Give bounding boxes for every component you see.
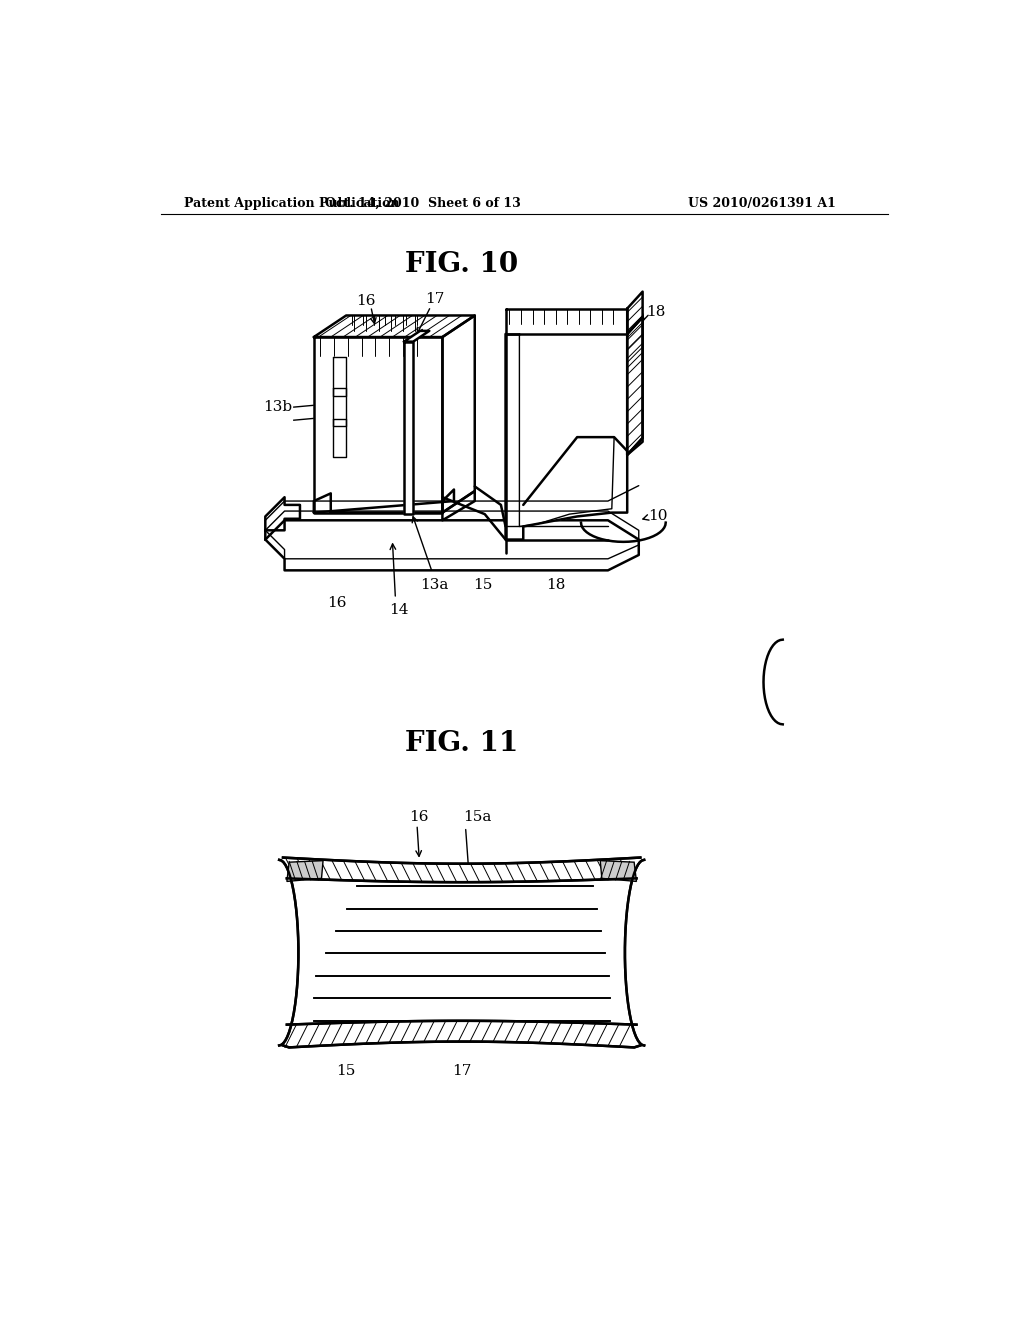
Polygon shape: [283, 1020, 640, 1048]
Polygon shape: [628, 317, 643, 455]
Polygon shape: [313, 315, 475, 337]
Polygon shape: [333, 358, 346, 396]
Text: 15: 15: [473, 578, 493, 593]
Polygon shape: [287, 861, 323, 882]
Text: Patent Application Publication: Patent Application Publication: [184, 197, 400, 210]
Text: 13b: 13b: [263, 400, 292, 414]
Text: 18: 18: [646, 305, 666, 319]
Polygon shape: [333, 418, 346, 457]
Polygon shape: [600, 861, 637, 882]
Text: FIG. 10: FIG. 10: [406, 251, 518, 279]
Text: 15a: 15a: [463, 809, 492, 824]
Polygon shape: [506, 309, 628, 334]
Text: US 2010/0261391 A1: US 2010/0261391 A1: [688, 197, 836, 210]
Polygon shape: [287, 878, 637, 1024]
Text: 14: 14: [389, 603, 409, 618]
Polygon shape: [265, 511, 639, 558]
Polygon shape: [313, 337, 442, 512]
Polygon shape: [403, 331, 429, 342]
Polygon shape: [283, 858, 640, 882]
Text: 16: 16: [410, 809, 429, 824]
Polygon shape: [628, 292, 643, 334]
Polygon shape: [333, 388, 346, 426]
Text: FIG. 11: FIG. 11: [406, 730, 518, 758]
Text: 15: 15: [337, 1064, 356, 1078]
Text: 16: 16: [328, 595, 347, 610]
Polygon shape: [442, 315, 475, 512]
Text: 17: 17: [452, 1064, 471, 1078]
Text: Oct. 14, 2010  Sheet 6 of 13: Oct. 14, 2010 Sheet 6 of 13: [326, 197, 521, 210]
Polygon shape: [265, 520, 639, 570]
Text: 16: 16: [355, 294, 375, 308]
Text: 10: 10: [648, 510, 668, 524]
Text: 18: 18: [546, 578, 565, 593]
Text: 17: 17: [425, 292, 444, 306]
Text: 13a: 13a: [421, 578, 449, 593]
Polygon shape: [403, 342, 413, 515]
Polygon shape: [506, 334, 628, 540]
